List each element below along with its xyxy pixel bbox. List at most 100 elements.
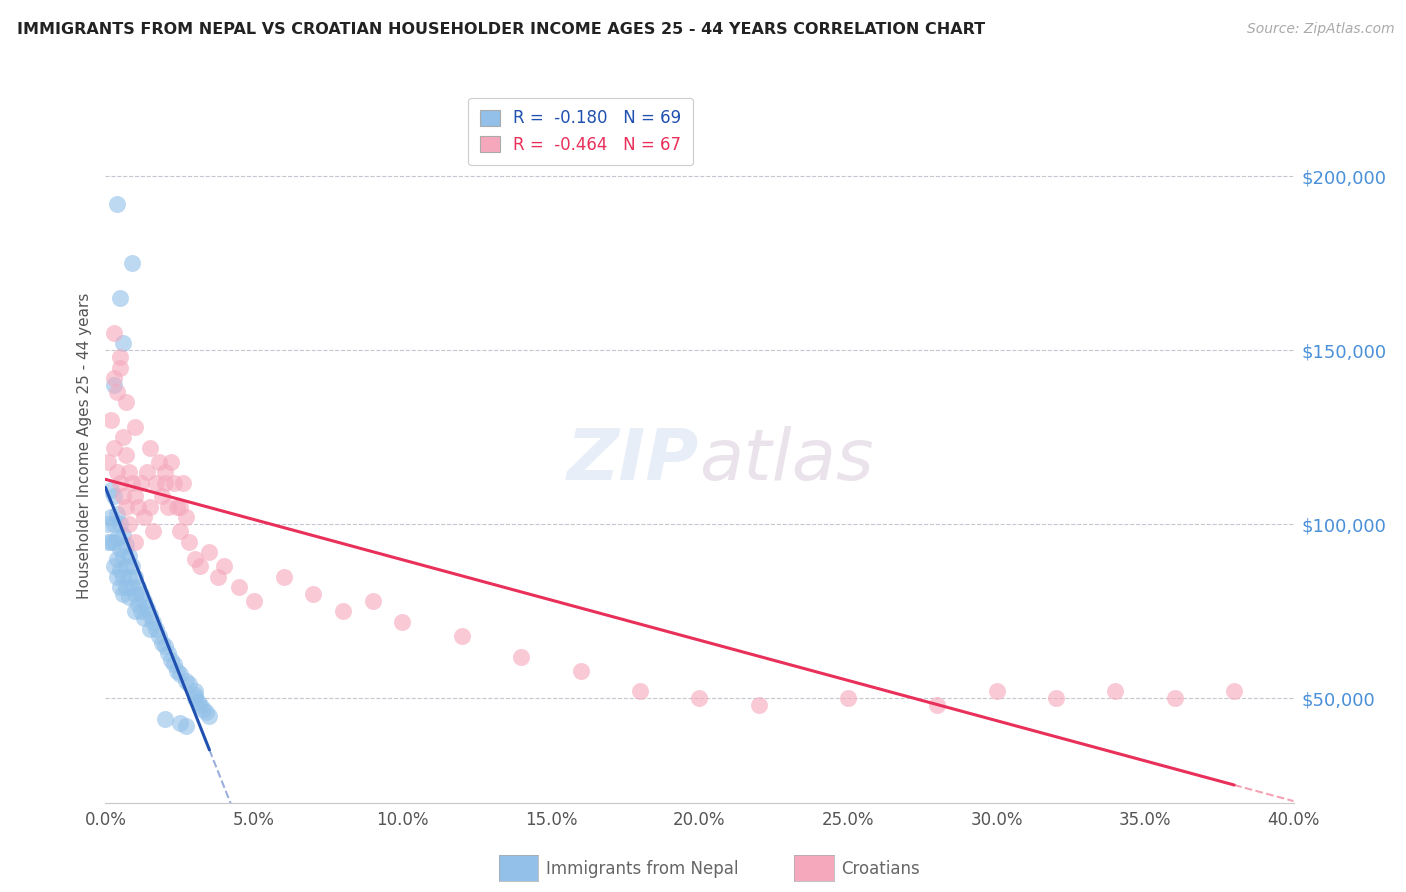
Point <box>112 490 135 504</box>
Point <box>193 702 215 716</box>
Point <box>103 326 125 340</box>
Point <box>103 517 125 532</box>
Point <box>115 500 138 514</box>
Text: ZIP: ZIP <box>567 425 700 495</box>
Point <box>243 594 266 608</box>
Point <box>450 629 472 643</box>
Point <box>118 549 141 563</box>
Point <box>121 580 143 594</box>
Point <box>148 455 170 469</box>
Point <box>183 688 205 702</box>
Point <box>124 490 146 504</box>
Point <box>391 615 413 629</box>
Point <box>195 706 218 720</box>
Point <box>136 465 159 479</box>
Point <box>837 691 859 706</box>
Point <box>214 559 236 574</box>
Point <box>103 559 125 574</box>
Point <box>115 448 138 462</box>
Point <box>124 604 146 618</box>
Point <box>112 336 135 351</box>
Point <box>1223 684 1246 698</box>
Point <box>150 490 173 504</box>
Point <box>172 475 194 490</box>
Point <box>927 698 949 713</box>
Point <box>124 420 146 434</box>
Point <box>127 598 149 612</box>
Point <box>115 580 138 594</box>
Point <box>273 569 295 583</box>
Point <box>150 635 173 649</box>
Point <box>112 528 135 542</box>
Point <box>332 604 354 618</box>
Point <box>110 563 132 577</box>
Point <box>110 360 132 375</box>
Point <box>139 500 162 514</box>
Point <box>118 591 141 605</box>
Point <box>163 475 186 490</box>
Point <box>124 534 146 549</box>
Point <box>207 569 229 583</box>
Point <box>183 691 205 706</box>
Point <box>105 465 128 479</box>
Point <box>159 455 181 469</box>
Point <box>628 684 651 698</box>
Point <box>163 657 186 671</box>
Point <box>124 587 146 601</box>
Point <box>183 684 205 698</box>
Point <box>110 475 132 490</box>
Point <box>139 607 162 622</box>
Point <box>142 615 165 629</box>
Point <box>228 580 250 594</box>
Point <box>186 695 208 709</box>
Point <box>569 664 592 678</box>
Text: Croatians: Croatians <box>841 860 920 878</box>
Point <box>166 664 188 678</box>
Point <box>1104 684 1126 698</box>
Point <box>112 569 135 583</box>
Point <box>121 475 143 490</box>
Point <box>153 639 176 653</box>
Point <box>97 534 120 549</box>
Point <box>748 698 770 713</box>
Point <box>169 715 191 730</box>
Point <box>110 580 132 594</box>
Text: IMMIGRANTS FROM NEPAL VS CROATIAN HOUSEHOLDER INCOME AGES 25 - 44 YEARS CORRELAT: IMMIGRANTS FROM NEPAL VS CROATIAN HOUSEH… <box>17 22 986 37</box>
Point <box>174 719 197 733</box>
Point <box>105 552 128 566</box>
Point <box>169 667 191 681</box>
Point <box>142 524 165 539</box>
Point <box>148 629 170 643</box>
Point <box>183 552 205 566</box>
Point <box>156 500 179 514</box>
Point <box>105 385 128 400</box>
Point <box>112 549 135 563</box>
Point <box>110 291 132 305</box>
Point <box>302 587 325 601</box>
Point <box>129 587 152 601</box>
Point <box>1045 691 1067 706</box>
Point <box>118 569 141 583</box>
Point <box>127 580 149 594</box>
Point <box>156 646 179 660</box>
Point <box>986 684 1008 698</box>
Point <box>139 622 162 636</box>
Point <box>198 545 221 559</box>
Point <box>100 534 122 549</box>
Point <box>100 413 122 427</box>
Point <box>174 510 197 524</box>
Point <box>136 600 159 615</box>
Point <box>103 490 125 504</box>
Point <box>132 510 155 524</box>
Point <box>103 441 125 455</box>
Text: Immigrants from Nepal: Immigrants from Nepal <box>546 860 738 878</box>
Point <box>103 378 125 392</box>
Point <box>110 541 132 556</box>
Point <box>97 517 120 532</box>
Y-axis label: Householder Income Ages 25 - 44 years: Householder Income Ages 25 - 44 years <box>76 293 91 599</box>
Point <box>153 475 176 490</box>
Text: Source: ZipAtlas.com: Source: ZipAtlas.com <box>1247 22 1395 37</box>
Point <box>145 475 167 490</box>
Point <box>190 559 212 574</box>
Point <box>174 673 197 688</box>
